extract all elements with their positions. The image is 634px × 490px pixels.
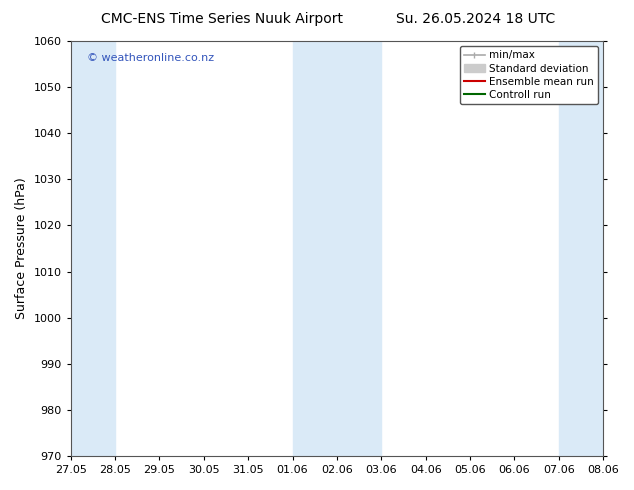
Text: CMC-ENS Time Series Nuuk Airport: CMC-ENS Time Series Nuuk Airport	[101, 12, 343, 26]
Text: © weatheronline.co.nz: © weatheronline.co.nz	[87, 53, 214, 64]
Bar	[71, 41, 115, 456]
Bar	[292, 41, 381, 456]
Bar	[559, 41, 603, 456]
Y-axis label: Surface Pressure (hPa): Surface Pressure (hPa)	[15, 178, 28, 319]
Legend: min/max, Standard deviation, Ensemble mean run, Controll run: min/max, Standard deviation, Ensemble me…	[460, 46, 598, 104]
Text: Su. 26.05.2024 18 UTC: Su. 26.05.2024 18 UTC	[396, 12, 555, 26]
